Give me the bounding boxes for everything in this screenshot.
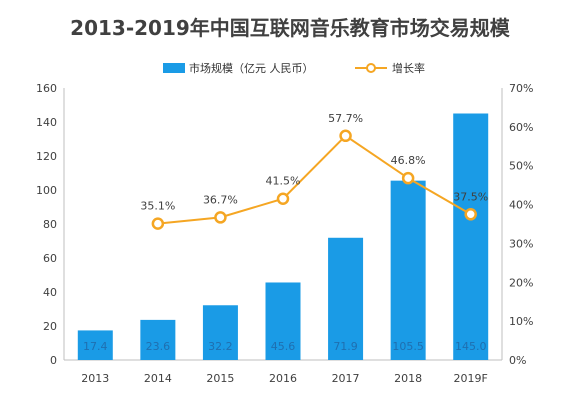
bar-value-label: 71.9 [333, 340, 358, 353]
legend-bar-label: 市场规模（亿元 人民币） [189, 61, 314, 75]
x-tick-label: 2013 [81, 372, 109, 385]
left-axis-ticks: 0 20 40 60 80 100 120 140 160 [36, 82, 57, 367]
left-tick-label: 120 [36, 150, 57, 163]
bar [390, 180, 426, 360]
growth-rate-label: 57.7% [328, 112, 363, 125]
right-tick-label: 20% [509, 276, 533, 289]
left-tick-label: 140 [36, 116, 57, 129]
x-tick-label: 2018 [394, 372, 422, 385]
x-tick-label: 2014 [144, 372, 172, 385]
bar-value-label: 32.2 [208, 340, 233, 353]
bar-value-label: 105.5 [392, 340, 424, 353]
growth-rate-point [214, 211, 227, 224]
bar-value-label: 145.0 [455, 340, 487, 353]
bar-value-label: 17.4 [83, 340, 108, 353]
x-tick-label: 2017 [332, 372, 360, 385]
legend-bar-swatch [163, 63, 185, 73]
legend: 市场规模（亿元 人民币） 增长率 [163, 61, 425, 75]
bar-value-label: 23.6 [146, 340, 171, 353]
left-tick-label: 20 [43, 320, 57, 333]
left-tick-label: 160 [36, 82, 57, 95]
legend-line-marker [366, 63, 376, 73]
bar [140, 319, 176, 360]
line-series: 35.1% 36.7% 41.5% 57.7% 46.8% 37.5% [140, 112, 488, 230]
left-tick-label: 60 [43, 252, 57, 265]
left-tick-label: 40 [43, 286, 57, 299]
growth-rate-label: 37.5% [453, 190, 488, 203]
right-tick-label: 30% [509, 237, 533, 250]
growth-rate-label: 35.1% [140, 200, 175, 213]
left-tick-label: 100 [36, 184, 57, 197]
x-tick-label: 2016 [269, 372, 297, 385]
bar [328, 237, 364, 360]
growth-rate-label: 41.5% [266, 175, 301, 188]
right-tick-label: 60% [509, 121, 533, 134]
bar [202, 305, 238, 360]
bar [77, 330, 113, 360]
left-tick-label: 0 [50, 354, 57, 367]
growth-rate-point [401, 171, 415, 185]
x-tick-label: 2015 [206, 372, 234, 385]
growth-rate-point [464, 208, 477, 221]
right-tick-label: 0% [509, 354, 526, 367]
bar-value-labels: 17.4 23.6 32.2 45.6 71.9 105.5 145.0 [83, 340, 486, 353]
bar-series [77, 113, 489, 360]
right-axis-ticks: 0% 10% 20% 30% 40% 50% 60% 70% [509, 82, 533, 367]
chart-title: 2013-2019年中国互联网音乐教育市场交易规模 [70, 16, 511, 40]
bar [453, 113, 489, 360]
right-tick-label: 50% [509, 160, 533, 173]
growth-rate-line [157, 134, 472, 225]
growth-rate-point [339, 129, 352, 143]
left-tick-label: 80 [43, 218, 57, 231]
x-axis-ticks: 2013 2014 2015 2016 2017 2018 2019F [81, 372, 488, 385]
right-tick-label: 70% [509, 82, 533, 95]
bar-value-label: 45.6 [271, 340, 296, 353]
x-tick-label: 2019F [454, 372, 488, 385]
legend-line-label: 增长率 [392, 61, 425, 75]
growth-rate-label: 46.8% [391, 154, 426, 167]
growth-rate-point [151, 217, 165, 230]
growth-rate-point [276, 192, 290, 205]
right-tick-label: 40% [509, 199, 533, 212]
growth-rate-label: 36.7% [203, 193, 238, 206]
bar [265, 282, 301, 360]
right-tick-label: 10% [509, 315, 533, 328]
